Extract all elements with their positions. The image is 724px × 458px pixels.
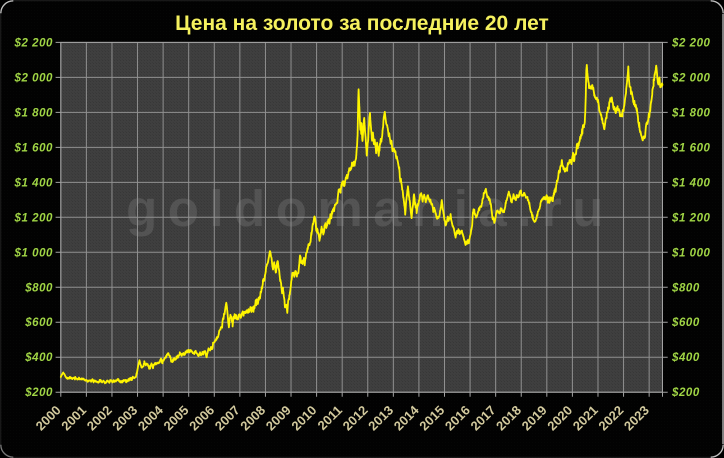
- svg-text:$200: $200: [24, 387, 53, 399]
- svg-text:$1 000: $1 000: [14, 247, 54, 259]
- svg-text:$1 000: $1 000: [671, 247, 711, 259]
- svg-text:$1 200: $1 200: [14, 212, 54, 224]
- svg-text:$2 200: $2 200: [14, 37, 54, 49]
- svg-text:$600: $600: [24, 317, 53, 329]
- svg-text:$1 400: $1 400: [14, 177, 54, 189]
- svg-text:$1 800: $1 800: [14, 107, 54, 119]
- svg-text:$2 000: $2 000: [671, 72, 711, 84]
- svg-text:$1 600: $1 600: [671, 142, 711, 154]
- svg-text:$400: $400: [671, 352, 700, 364]
- svg-text:$2 000: $2 000: [14, 72, 54, 84]
- svg-text:$2 200: $2 200: [671, 37, 711, 49]
- svg-text:$200: $200: [671, 387, 700, 399]
- svg-text:$1 400: $1 400: [671, 177, 711, 189]
- svg-text:$1 200: $1 200: [671, 212, 711, 224]
- svg-text:Цена на золото за последние 20: Цена на золото за последние 20 лет: [175, 12, 549, 35]
- svg-text:goldomania.ru: goldomania.ru: [126, 180, 614, 237]
- svg-text:$400: $400: [24, 352, 53, 364]
- svg-text:$800: $800: [671, 282, 700, 294]
- svg-text:$1 600: $1 600: [14, 142, 54, 154]
- svg-text:$1 800: $1 800: [671, 107, 711, 119]
- svg-text:$800: $800: [24, 282, 53, 294]
- svg-text:$600: $600: [671, 317, 700, 329]
